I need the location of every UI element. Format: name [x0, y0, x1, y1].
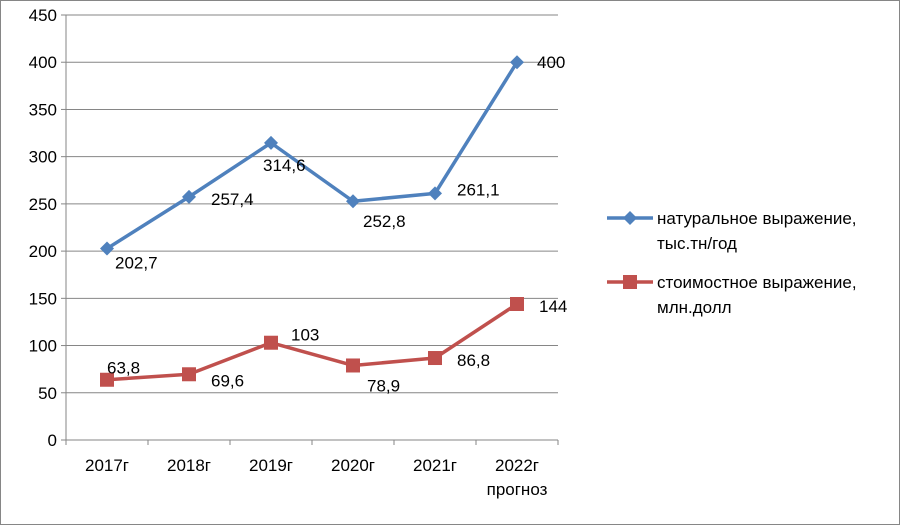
y-tick-label: 450: [29, 6, 57, 25]
y-tick-label: 250: [29, 195, 57, 214]
series-line-0: [106, 61, 519, 251]
y-tick-label: 100: [29, 337, 57, 356]
data-label: 103: [291, 326, 319, 345]
x-tick-label: 2017г: [85, 456, 129, 475]
legend-label: млн.долл: [657, 298, 732, 317]
data-point-marker: [623, 275, 637, 289]
y-tick-label: 300: [29, 148, 57, 167]
data-label: 144: [539, 297, 567, 316]
x-tick-label: 2018г: [167, 456, 211, 475]
legend-label: тыс.тн/год: [657, 234, 737, 253]
data-point-marker: [623, 211, 637, 225]
series-line-1: [106, 302, 518, 382]
data-point-marker: [510, 297, 524, 311]
data-label: 202,7: [115, 254, 158, 273]
data-label: 78,9: [367, 376, 400, 395]
legend-label: натуральное выражение,: [657, 209, 857, 228]
y-tick-label: 150: [29, 289, 57, 308]
y-tick-label: 50: [38, 384, 57, 403]
x-tick-label: 2022г: [495, 456, 539, 475]
data-point-marker: [428, 186, 442, 201]
data-point-marker: [346, 358, 360, 373]
data-point-marker: [510, 55, 524, 70]
data-point-marker: [182, 189, 196, 204]
y-tick-label: 0: [48, 431, 57, 450]
data-label: 314,6: [263, 156, 306, 175]
x-tick-label: 2020г: [331, 456, 375, 475]
data-label: 69,6: [211, 371, 244, 390]
data-label: 63,8: [107, 359, 140, 378]
data-label: 257,4: [211, 190, 254, 209]
x-tick-label: 2019г: [249, 456, 293, 475]
data-label: 400: [537, 53, 565, 72]
data-point-marker: [100, 372, 114, 387]
x-tick-label: 2021г: [413, 456, 457, 475]
x-tick-label: прогноз: [487, 480, 548, 499]
data-label: 252,8: [363, 212, 406, 231]
data-point-marker: [346, 194, 360, 209]
legend-label: стоимостное выражение,: [657, 273, 857, 292]
data-point-marker: [428, 351, 442, 366]
y-tick-label: 400: [29, 53, 57, 72]
data-label: 261,1: [457, 180, 500, 199]
y-tick-label: 200: [29, 242, 57, 261]
y-tick-label: 350: [29, 100, 57, 119]
data-point-marker: [264, 135, 278, 150]
data-point-marker: [264, 335, 278, 350]
data-label: 86,8: [457, 351, 490, 370]
data-point-marker: [182, 367, 196, 382]
data-point-marker: [100, 241, 114, 256]
